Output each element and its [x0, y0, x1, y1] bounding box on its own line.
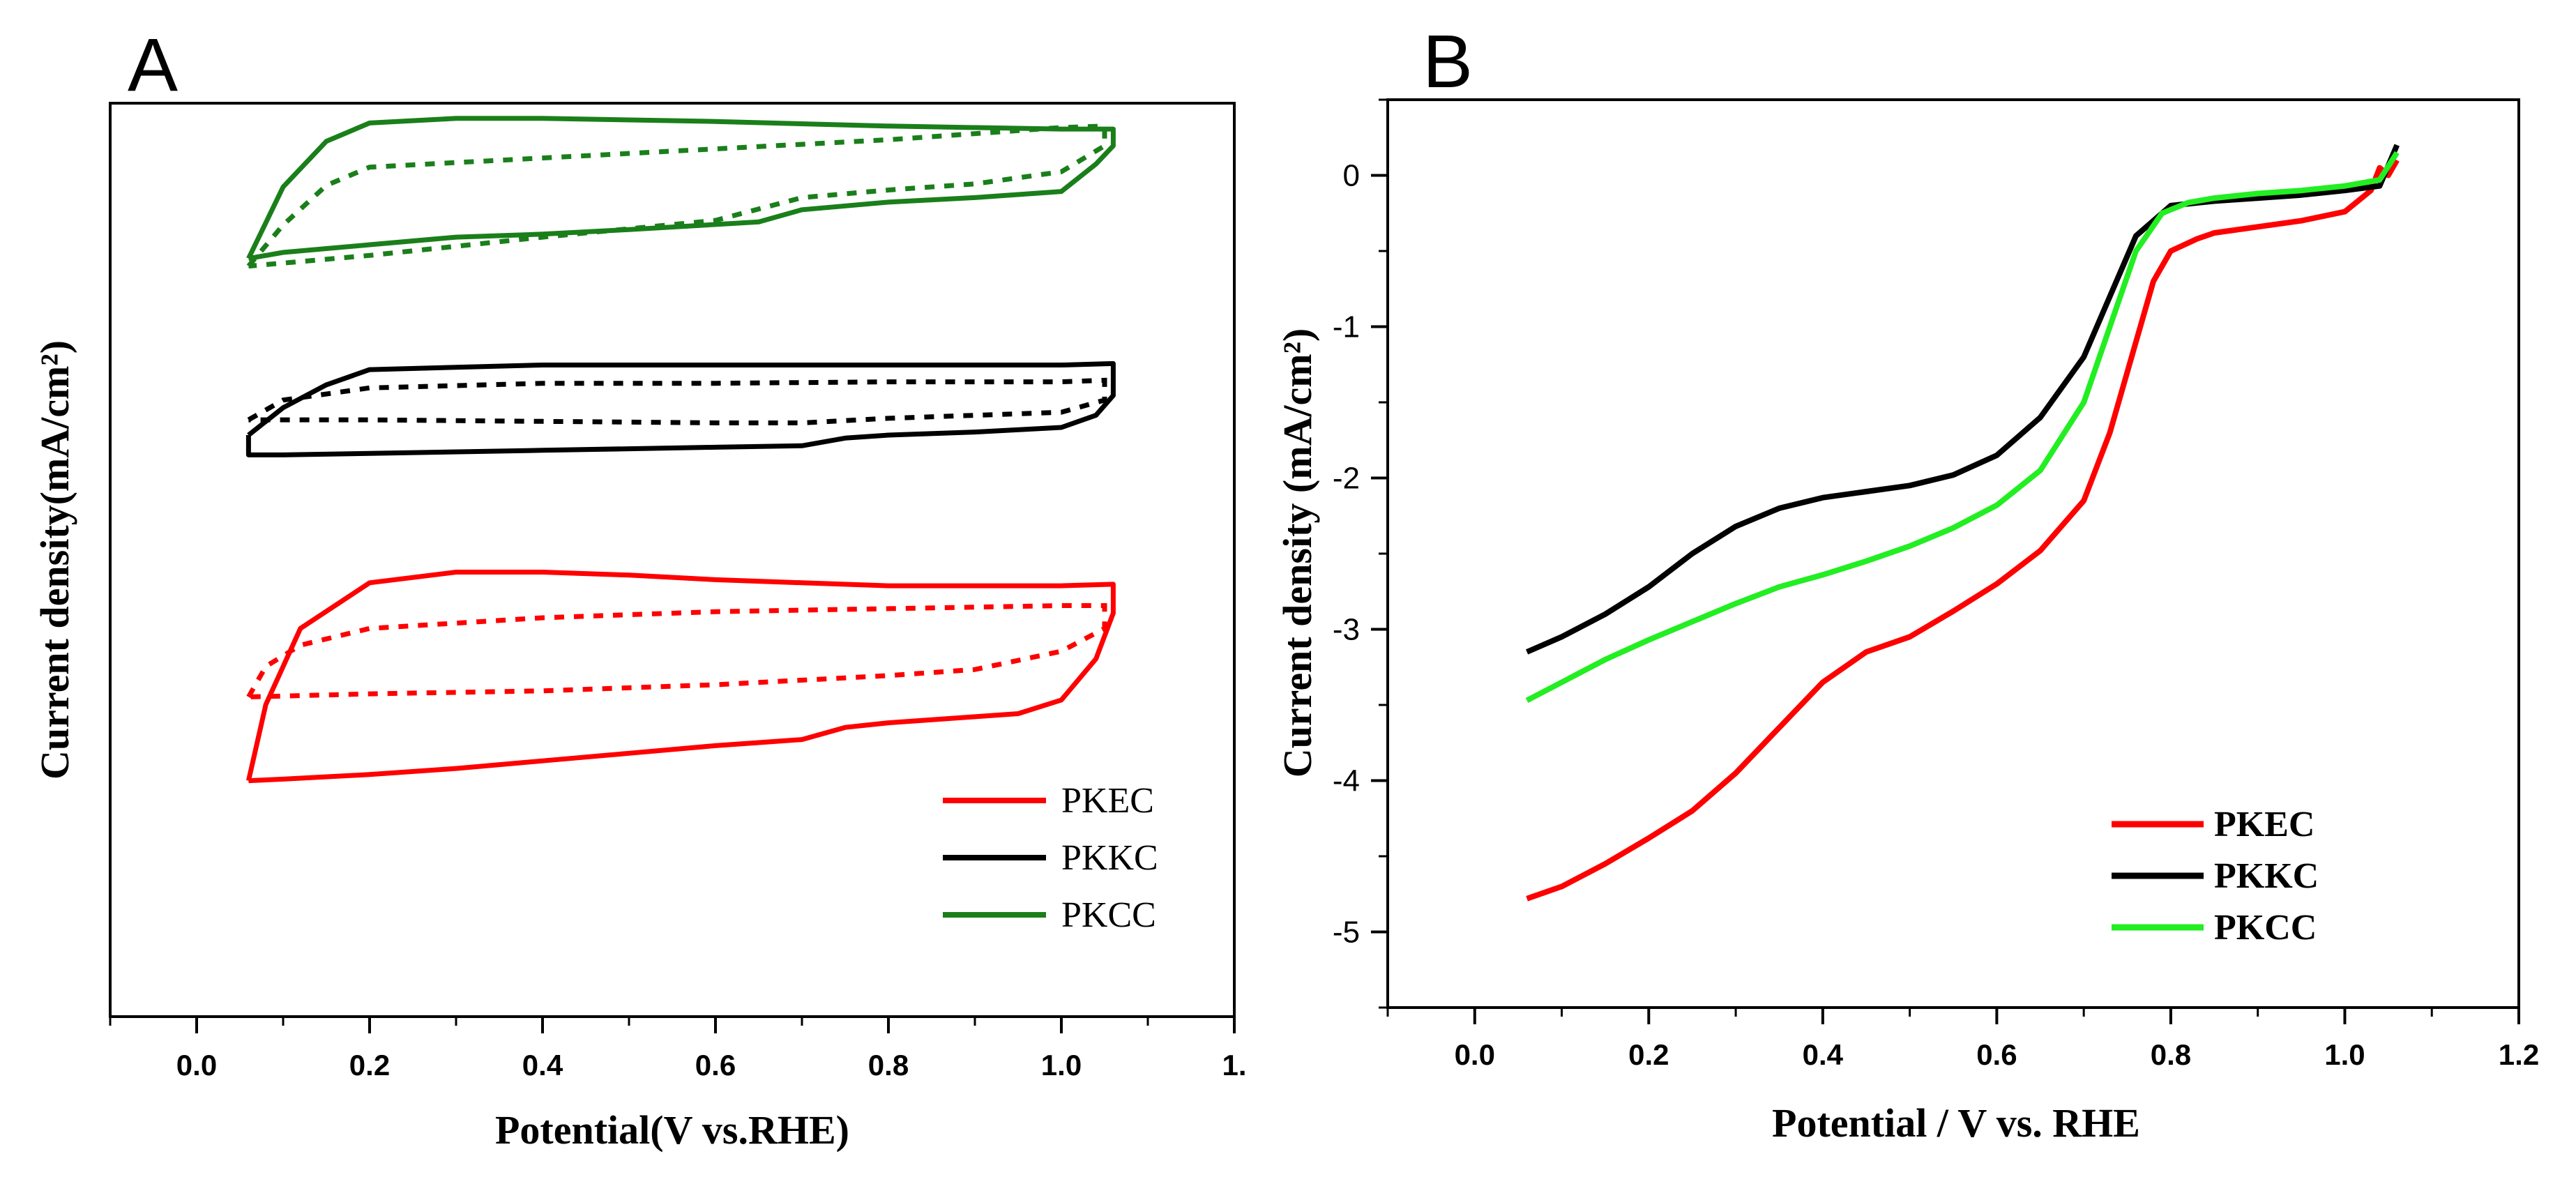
panel-a-legend-label-pkec: PKEC — [1061, 781, 1154, 821]
panel-a-legend-label-pkcc: PKCC — [1061, 895, 1156, 935]
panel-a-frame — [109, 102, 1236, 1018]
panel-a-legend: PKEC PKKC PKCC — [943, 781, 1158, 935]
panel-a: A 0.0 0.2 0.4 0.6 0.8 1.0 1. Potential(V vs.RH… — [32, 22, 1247, 1153]
panel-a-x-tick-label: 0.6 — [695, 1049, 736, 1081]
panel-b-series-pkcc-line — [1525, 151, 2400, 704]
panel-b: B 0.0 0.2 0.4 0.6 0.8 1.0 1.2 0 -1 -2 -3 -4 -5 Pote… — [1275, 19, 2539, 1146]
panel-b-y-tick-label: -5 — [1333, 916, 1360, 950]
panel-b-x-tick-label: 1.2 — [2499, 1038, 2539, 1071]
panel-b-series-pkec-line — [1526, 158, 2400, 902]
panel-b-y-tick-label: -1 — [1333, 310, 1360, 344]
panel-b-x-tick-label: 1.0 — [2324, 1038, 2365, 1071]
panel-b-legend-label-pkec: PKEC — [2214, 805, 2314, 844]
panel-a-series-pkkc-solid-line — [245, 360, 1116, 457]
panel-b-y-tick-label: 0 — [1343, 159, 1360, 193]
panel-a-legend-label-pkkc: PKKC — [1061, 838, 1158, 878]
panel-b-x-axis-title: Potential / V vs. RHE — [1772, 1100, 2140, 1146]
panel-b-y-tick-label: -2 — [1333, 462, 1360, 496]
panel-b-y-tick-label: -4 — [1333, 764, 1360, 798]
panel-a-series-pkcc-solid-line — [246, 116, 1116, 261]
panel-b-x-tick-label: 0.4 — [1803, 1038, 1844, 1071]
panel-a-x-tick-label: 0.2 — [349, 1049, 390, 1081]
panel-b-x-tick-label: 0.6 — [1976, 1038, 2017, 1071]
panel-a-x-tick-label: 0.4 — [522, 1049, 563, 1081]
panel-b-frame — [1386, 98, 2520, 1009]
panel-a-x-axis: 0.0 0.2 0.4 0.6 0.8 1.0 1. — [109, 1017, 1247, 1081]
panel-b-y-axis: 0 -1 -2 -3 -4 -5 — [1333, 98, 1388, 1009]
panel-b-plot-area — [1525, 144, 2400, 902]
panel-b-series-pkkc-line — [1526, 144, 2400, 655]
panel-b-x-tick-label: 0.8 — [2151, 1038, 2191, 1071]
panel-a-x-tick-label: 0.0 — [176, 1049, 217, 1081]
panel-b-x-tick-label: 0.2 — [1628, 1038, 1669, 1071]
panel-a-x-tick-label: 1.0 — [1041, 1049, 1082, 1081]
panel-a-x-axis-title: Potential(V vs.RHE) — [495, 1107, 849, 1153]
panel-b-legend-label-pkcc: PKCC — [2214, 908, 2317, 948]
panel-b-y-tick-label: -3 — [1333, 613, 1360, 647]
panel-a-plot-area — [245, 116, 1116, 784]
panel-a-y-axis-title: Current density(mA/cm²) — [32, 340, 77, 780]
panel-b-legend-label-pkkc: PKKC — [2214, 856, 2319, 896]
panel-a-series-pkec-dashed-line — [246, 603, 1107, 699]
panel-b-x-axis: 0.0 0.2 0.4 0.6 0.8 1.0 1.2 — [1386, 1008, 2539, 1071]
panel-a-x-tick-label: 1. — [1222, 1049, 1246, 1081]
panel-a-x-tick-label: 0.8 — [868, 1049, 909, 1081]
panel-a-series-pkec-solid-line — [245, 570, 1116, 784]
panel-a-series-pkkc-dashed-line — [247, 377, 1107, 425]
panel-b-letter: B — [1423, 19, 1473, 103]
panel-b-legend: PKEC PKKC PKCC — [2112, 805, 2319, 948]
panel-b-x-tick-label: 0.0 — [1455, 1038, 1495, 1071]
panel-a-letter: A — [128, 22, 178, 107]
panel-b-y-axis-title: Current density (mA/cm²) — [1275, 328, 1320, 778]
panel-a-series-pkcc-dashed-line — [246, 123, 1107, 269]
